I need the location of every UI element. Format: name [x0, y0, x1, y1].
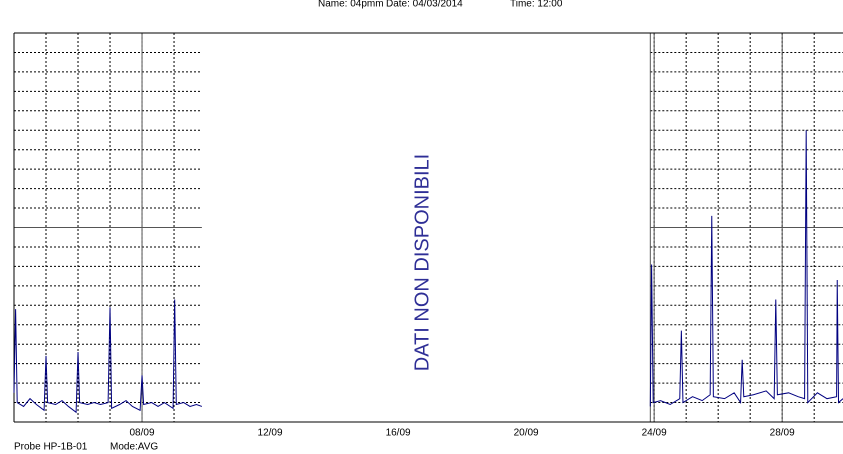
x-tick-label: 08/09	[130, 428, 155, 439]
mode-label: Mode:AVG	[110, 442, 158, 453]
x-tick-label: 16/09	[386, 428, 411, 439]
x-tick-label: 24/09	[642, 428, 667, 439]
x-tick-label: 12/09	[258, 428, 283, 439]
x-tick-label: 28/09	[770, 428, 795, 439]
header-time: Time: 12:00	[510, 0, 563, 10]
header-name: Name: 04pmm	[318, 0, 384, 10]
header-date: Date: 04/03/2014	[386, 0, 463, 10]
probe-label: Probe HP-1B-01	[14, 442, 88, 453]
data-line	[13, 130, 843, 414]
no-data-annotation: DATI NON DISPONIBILI	[411, 154, 433, 371]
x-tick-label: 20/09	[514, 428, 539, 439]
